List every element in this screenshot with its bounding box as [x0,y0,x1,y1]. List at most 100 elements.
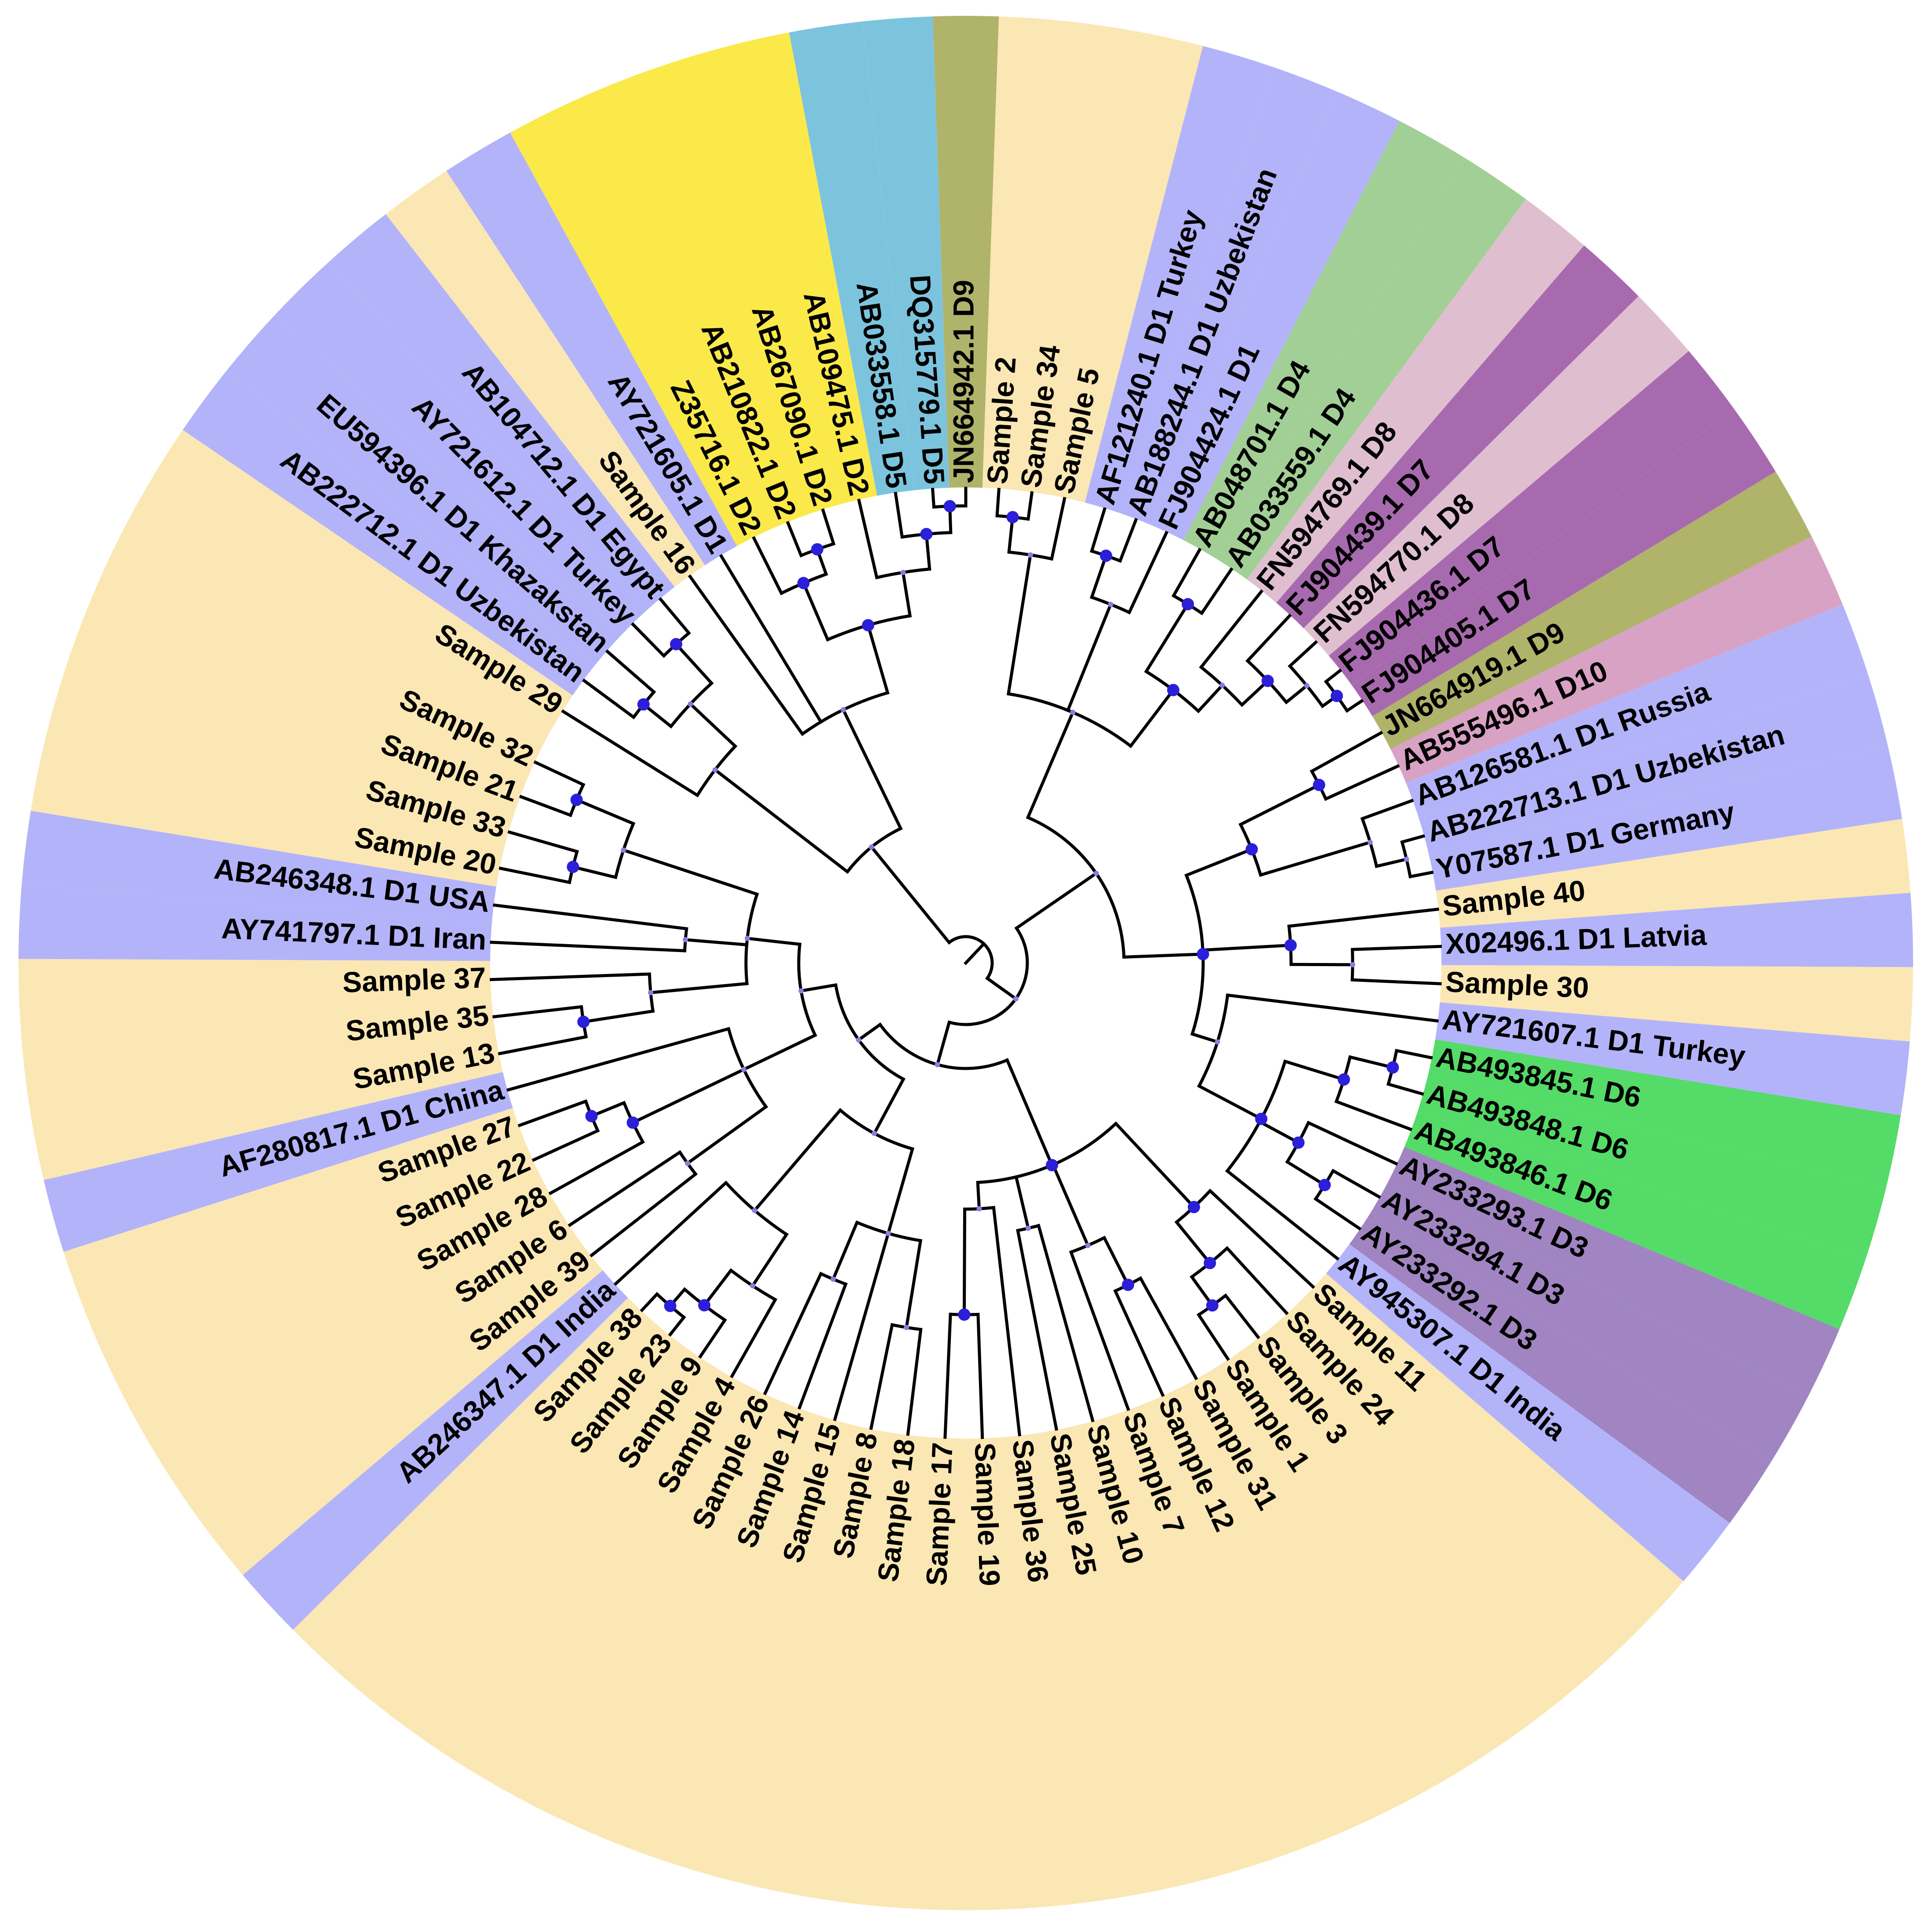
branch-199 [688,574,805,736]
branch-14 [1050,497,1066,561]
branch-39 [1324,669,1342,684]
branch-82 [1225,1169,1340,1261]
bootstrap-node [1318,1179,1331,1192]
branch-163 [582,1009,655,1024]
branch-201 [866,623,890,695]
bootstrap-node [797,577,810,589]
branch-56 [1201,943,1292,952]
branch-47 [1310,730,1383,774]
bootstrap-node [1197,948,1209,960]
branch-153 [548,1140,645,1196]
branch-177 [507,830,579,854]
branch-8 [1006,553,1033,696]
branch-141 [640,1292,659,1312]
internal-node [1013,996,1019,1002]
branch-75 [1257,1119,1301,1145]
branch-108 [976,1181,981,1210]
bootstrap-node [1331,690,1343,702]
branch-26 [1171,548,1202,598]
branch-33 [1245,614,1292,663]
branch-145 [742,1033,818,1072]
branch-218 [931,487,936,509]
internal-node [741,1067,747,1072]
branch-172 [621,848,759,896]
branch-125 [833,1231,890,1421]
branch-159 [746,937,802,946]
branch-128 [797,1282,848,1410]
bootstrap-node [1284,939,1297,952]
branch-151 [630,1067,746,1125]
branch-129 [763,1272,823,1395]
branch-6 [1026,710,1075,820]
branch-99 [1102,1236,1130,1287]
branch-62 [1350,978,1442,985]
branch-195 [631,622,666,658]
branch-61 [1350,945,1442,951]
branch-168 [684,938,749,947]
branch-156 [531,1128,600,1162]
branch-123 [906,1327,923,1436]
branch-117 [872,1077,906,1136]
branch-0 [964,941,986,965]
internal-node [903,1325,909,1330]
branch-77 [1306,1120,1398,1166]
bootstrap-node [1338,1073,1350,1086]
internal-node [840,707,846,712]
internal-node [1085,1243,1091,1248]
internal-node [1304,683,1310,688]
branch-78 [1285,1159,1327,1187]
bootstrap-node [1182,598,1194,611]
branch-13 [1026,491,1034,521]
internal-node [1219,683,1225,688]
branch-89 [1208,1188,1315,1289]
branch-66 [1197,1084,1263,1121]
bootstrap-node [1006,511,1019,523]
internal-node [935,1062,940,1068]
bootstrap-node [943,500,956,512]
branch-147 [685,1105,768,1166]
branch-184 [713,767,850,874]
bootstrap-node [1122,1279,1135,1291]
branch-140 [668,1315,686,1337]
bootstrap-node [811,543,824,556]
internal-node [648,990,654,996]
leaf-label-sample-17: Sample 17 [920,1442,959,1586]
bootstrap-node [1167,683,1179,696]
branch-87 [1113,1121,1196,1210]
bootstrap-node [958,1308,971,1321]
bootstrap-node [585,1110,598,1123]
branch-191 [582,678,636,720]
bootstrap-node [1187,1201,1200,1214]
branch-49 [1259,840,1372,877]
branch-126 [831,1220,859,1281]
internal-node [745,935,750,941]
branch-81 [1313,1196,1362,1231]
internal-node [1404,856,1409,862]
branch-157 [517,1099,588,1127]
branch-48 [1324,764,1400,801]
internal-node [1108,602,1113,607]
bootstrap-nodes [567,500,1409,1330]
branch-4 [1014,871,1099,930]
internal-node [684,1160,690,1166]
branch-200 [719,554,823,724]
branch-205 [752,536,784,596]
branch-203 [801,581,830,642]
branch-58 [1287,907,1439,928]
branch-85 [1005,1058,1054,1167]
bootstrap-node [1245,843,1258,856]
branch-103 [1069,1250,1130,1411]
internal-node [830,1276,836,1282]
bootstrap-node [698,1299,711,1312]
branch-83 [935,1020,951,1067]
branch-180 [519,795,573,818]
bootstrap-node [1292,1136,1305,1149]
internal-node [1367,839,1373,845]
branch-54 [1400,834,1426,844]
branch-40 [1345,699,1364,713]
branch-196 [658,597,691,636]
branch-55 [1408,870,1434,879]
leaf-label-jn664942-1-d9: JN664942.1 D9 [947,280,979,483]
branch-80 [1331,1168,1381,1199]
